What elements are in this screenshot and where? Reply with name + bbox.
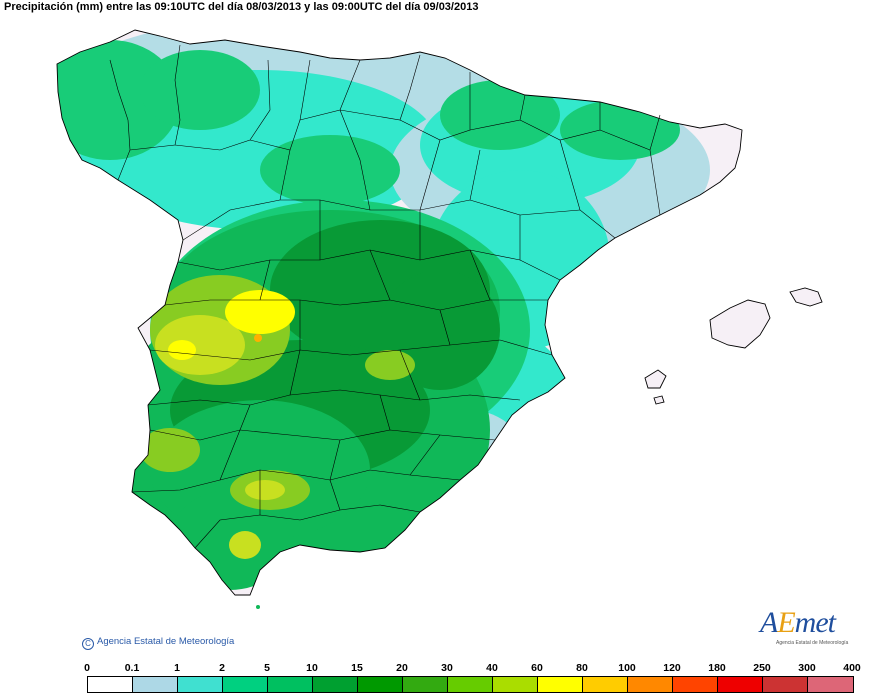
legend-label: 120 bbox=[663, 662, 681, 674]
legend-label: 300 bbox=[798, 662, 816, 674]
legend-label: 1 bbox=[174, 662, 180, 674]
province-borders bbox=[109, 44, 661, 549]
aemet-logo-wordmark: AEmet bbox=[760, 606, 836, 639]
legend-label: 2 bbox=[219, 662, 225, 674]
balearic-islands bbox=[644, 287, 823, 405]
legend-label: 80 bbox=[576, 662, 588, 674]
legend-swatch bbox=[763, 677, 808, 692]
legend-label: 30 bbox=[441, 662, 453, 674]
legend-label: 40 bbox=[486, 662, 498, 674]
legend-swatch bbox=[718, 677, 763, 692]
copyright-icon: C bbox=[82, 638, 94, 650]
legend-swatch bbox=[628, 677, 673, 692]
copyright-text: C Agencia Estatal de Meteorología bbox=[82, 636, 234, 650]
legend-swatch bbox=[358, 677, 403, 692]
legend-label: 20 bbox=[396, 662, 408, 674]
legend-label: 60 bbox=[531, 662, 543, 674]
legend-swatch bbox=[493, 677, 538, 692]
aemet-logo-subtitle: Agencia Estatal de Meteorología bbox=[776, 640, 849, 646]
legend-label: 100 bbox=[618, 662, 636, 674]
legend-labels: 0 0.1 1 2 5 10 15 20 30 40 60 80 100 120 180 250 300 400 bbox=[84, 662, 867, 676]
legend-label: 5 bbox=[264, 662, 270, 674]
legend-swatch bbox=[673, 677, 718, 692]
legend-color-bar bbox=[87, 676, 854, 693]
legend-swatch bbox=[223, 677, 268, 692]
ceuta-marker bbox=[256, 605, 260, 609]
legend-swatch bbox=[583, 677, 628, 692]
legend-label: 15 bbox=[351, 662, 363, 674]
legend-label: 10 bbox=[306, 662, 318, 674]
legend-swatch bbox=[538, 677, 583, 692]
spain-coastline bbox=[56, 29, 743, 596]
legend-label: 0.1 bbox=[124, 662, 140, 674]
legend-swatch bbox=[808, 677, 853, 692]
legend-swatch bbox=[403, 677, 448, 692]
legend-label: 0 bbox=[84, 662, 90, 674]
legend-swatch bbox=[133, 677, 178, 692]
legend-swatch bbox=[313, 677, 358, 692]
copyright-label: Agencia Estatal de Meteorología bbox=[97, 636, 235, 647]
legend-swatch bbox=[88, 677, 133, 692]
legend-swatch bbox=[448, 677, 493, 692]
aemet-logo: AEmet Agencia Estatal de Meteorología bbox=[760, 606, 850, 652]
legend-label: 400 bbox=[843, 662, 861, 674]
legend-label: 250 bbox=[753, 662, 771, 674]
legend-swatch bbox=[178, 677, 223, 692]
precipitation-field bbox=[57, 30, 742, 595]
legend-label: 180 bbox=[708, 662, 726, 674]
legend-swatch bbox=[268, 677, 313, 692]
map-title: Precipitación (mm) entre las 09:10UTC de… bbox=[4, 1, 479, 13]
